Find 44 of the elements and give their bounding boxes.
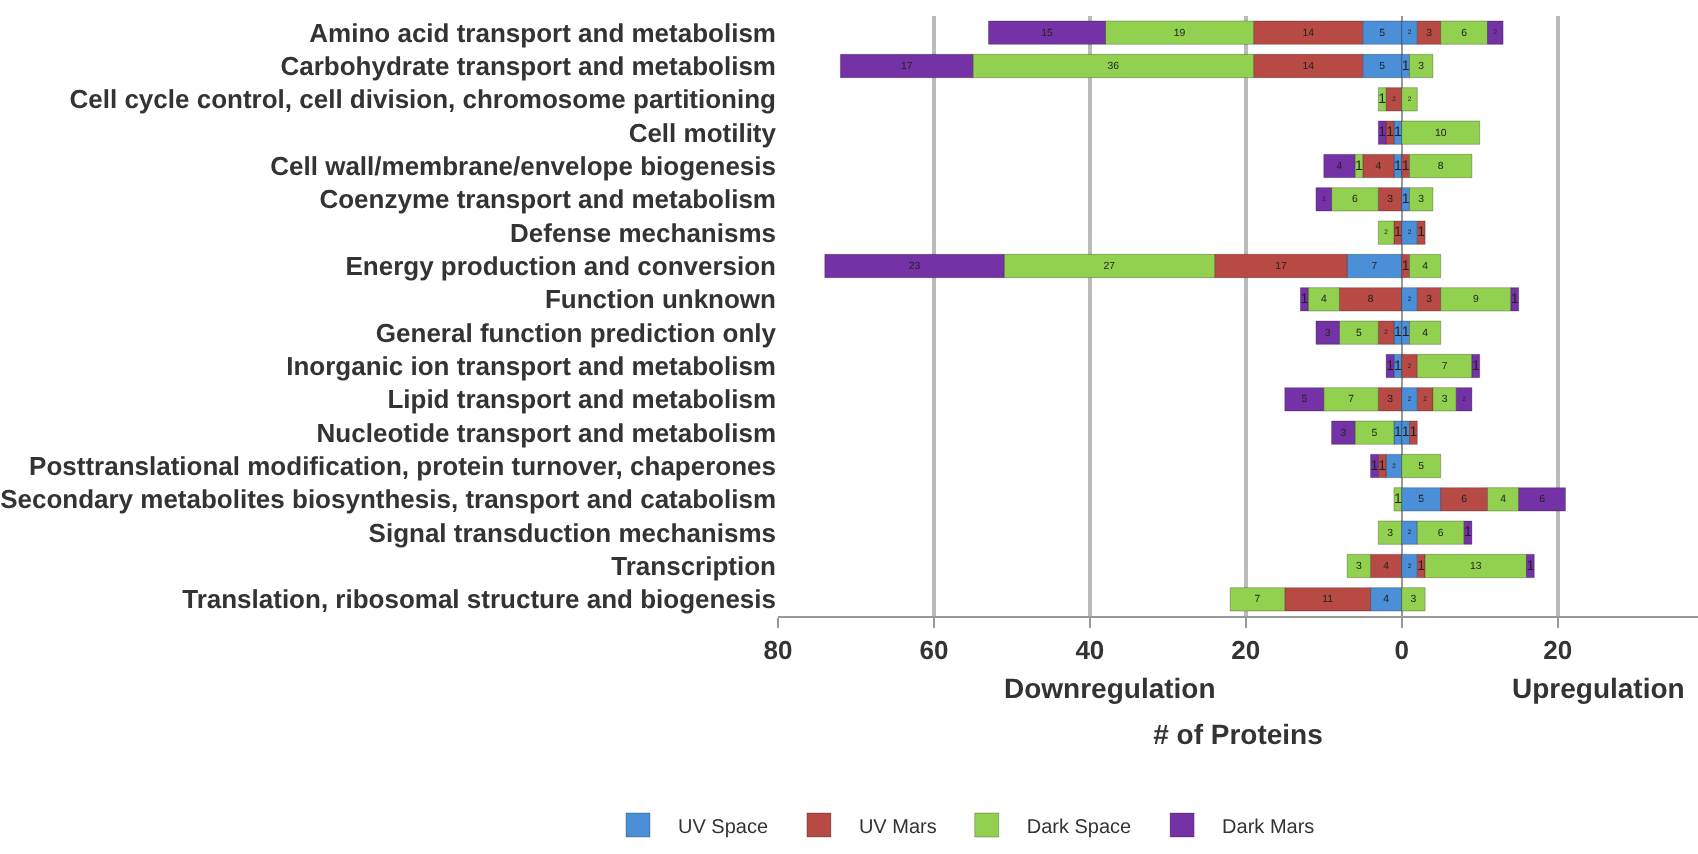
y-tick-label: Translation, ribosomal structure and biogenesis: [182, 584, 776, 615]
x-tick-label: 60: [919, 635, 949, 666]
y-tick-label: Function unknown: [544, 284, 777, 315]
y-tick-label: Cell motility: [628, 117, 778, 148]
legend-label: Dark Space: [1026, 816, 1133, 839]
bar: [1409, 253, 1442, 279]
x-tick-label: 20: [1543, 635, 1573, 666]
y-tick-label: Signal transduction mechanisms: [368, 517, 776, 548]
legend-label: Dark Mars: [1222, 816, 1315, 839]
y-tick-label: Transcription: [611, 551, 777, 582]
bar: [1385, 353, 1395, 379]
x-tick-label: 40: [1075, 635, 1105, 666]
legend-label: UV Mars: [858, 816, 937, 839]
bar: [1409, 187, 1434, 212]
y-tick-label: Cell cycle control, cell division, chromosome partitioning: [69, 84, 777, 115]
bar: [1409, 320, 1442, 345]
y-tick-label: Carbohydrate transport and metabolism: [280, 51, 776, 82]
y-tick-label: Secondary metabolites biosynthesis, transport and catabolism: [0, 484, 776, 515]
y-tick-label: Posttranslational modification, protein turnover, chaperones: [29, 451, 776, 482]
bar: [1409, 53, 1434, 79]
bar: [1409, 420, 1418, 445]
bar: [1401, 220, 1418, 245]
x-tick-label: 0: [1394, 635, 1409, 666]
y-tick-label: Coenzyme transport and metabolism: [319, 184, 776, 215]
y-tick-label: Cell wall/membrane/envelope biogenesis: [270, 151, 776, 182]
bar: [1409, 153, 1473, 179]
text: Downregulation: [1004, 672, 1216, 704]
y-tick-label: Amino acid transport and metabolism: [309, 17, 776, 48]
y-tick-label: Energy production and conversion: [345, 251, 777, 282]
bar: [1362, 153, 1395, 179]
y-tick-label: Lipid transport and metabolism: [387, 384, 776, 415]
text: Upregulation: [1512, 672, 1685, 704]
y-tick-label: General function prediction only: [375, 317, 778, 348]
y-tick-label: Defense mechanisms: [510, 217, 776, 248]
legend-label: UV Space: [678, 816, 769, 839]
bar: [1424, 553, 1527, 579]
y-tick-label: Nucleotide transport and metabolism: [316, 417, 776, 448]
y-tick-label: Inorganic ion transport and metabolism: [286, 351, 776, 382]
bar: [1377, 220, 1395, 245]
bar: [1323, 153, 1356, 179]
bar: [1401, 120, 1481, 145]
x-tick-label: 80: [763, 635, 793, 666]
x-tick-label: 20: [1231, 635, 1261, 666]
x-axis-title: # of Proteins: [1153, 717, 1324, 750]
